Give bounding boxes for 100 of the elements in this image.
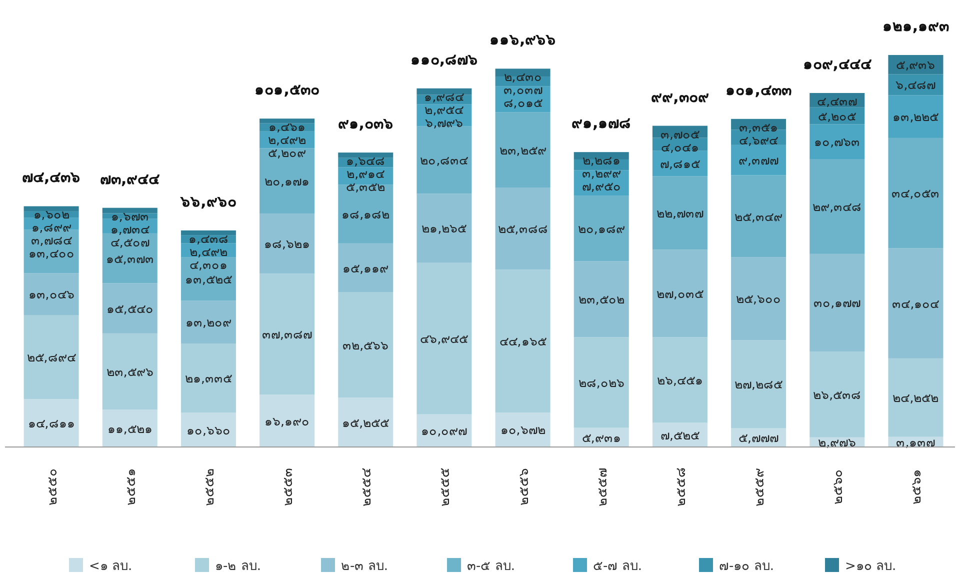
total-label: ๙๑,๑๗๘ xyxy=(572,114,632,132)
bar xyxy=(260,394,315,447)
data-label: ๒๗,๐๓๕ xyxy=(656,286,704,301)
total-label: ๗๔,๔๓๖ xyxy=(22,168,81,186)
total-label: ๗๓,๙๔๔ xyxy=(100,170,161,188)
data-label: ๒๓,๕๙๖ xyxy=(106,364,154,380)
bar xyxy=(810,254,865,352)
bar xyxy=(731,144,786,176)
data-label: ๗,๘๑๕ xyxy=(660,156,700,171)
total-label: ๑๑๖,๙๖๖ xyxy=(489,30,556,49)
bar xyxy=(102,208,158,214)
x-tick-label: ๒๕๕๕ xyxy=(438,468,454,506)
data-label: ๙,๓๗๗ xyxy=(738,152,779,168)
data-label: ๒๐,๑๗๑ xyxy=(264,173,310,188)
legend-label: ๕-๗ ลบ. xyxy=(593,559,642,574)
data-label: ๑๘,๖๒๑ xyxy=(264,236,310,252)
data-label: ๓,๓๕๑ xyxy=(739,119,778,134)
legend-label: ๒-๓ ลบ. xyxy=(341,559,388,574)
bar xyxy=(24,315,79,400)
data-label: ๒๘,๐๒๖ xyxy=(578,374,624,390)
data-label: ๔,๕๐๗ xyxy=(110,234,150,250)
data-label: ๑๓,๔๐๐ xyxy=(28,246,74,261)
total-label: ๑๐๑,๔๓๓ xyxy=(726,80,792,99)
bar xyxy=(731,257,786,340)
bar xyxy=(180,412,236,447)
data-label: ๘,๐๑๕ xyxy=(503,95,542,110)
bar xyxy=(24,399,79,447)
data-label: ๓๐,๑๗๗ xyxy=(814,295,861,310)
data-label: ๒,๔๙๒ xyxy=(189,244,228,259)
bar xyxy=(731,340,786,428)
data-label: ๓,๐๓๗ xyxy=(503,82,542,98)
bar xyxy=(260,148,315,214)
total-label: ๙๑,๐๓๖ xyxy=(338,114,394,133)
data-label: ๒๙,๓๔๘ xyxy=(812,198,862,214)
data-label: ๒๐,๘๓๔ xyxy=(420,152,468,168)
data-label: ๒๕,๘๙๔ xyxy=(26,350,76,365)
data-label: ๑,๖๐๒ xyxy=(33,206,70,222)
legend-label: <๑ ลบ. xyxy=(89,559,132,574)
data-label: ๑๐,๖๗๒ xyxy=(500,422,546,438)
data-label: ๒,๙๗๖ xyxy=(818,434,856,450)
total-label: ๖๖,๙๖๐ xyxy=(180,192,236,210)
bar xyxy=(180,344,236,413)
data-label: ๒,๔๓๐ xyxy=(504,69,542,84)
bar xyxy=(810,159,865,254)
data-label: ๔๔,๑๖๕ xyxy=(499,334,546,349)
x-tick-label: ๒๕๕๓ xyxy=(281,468,296,506)
data-label: ๒,๙๑๔ xyxy=(346,166,385,182)
data-label: ๗,๙๕๐ xyxy=(582,178,621,194)
data-label: ๑๕,๓๗๓ xyxy=(106,250,154,266)
bar xyxy=(102,283,158,334)
data-label: ๓,๑๓๗ xyxy=(896,434,936,450)
bar xyxy=(574,196,629,262)
bar xyxy=(495,412,550,447)
data-label: ๒๓,๒๕๙ xyxy=(499,142,546,158)
x-tick-label: ๒๕๖๑ xyxy=(910,470,925,504)
data-label: ๒๖,๔๕๑ xyxy=(656,372,703,388)
bar xyxy=(574,337,629,428)
data-label: ๕,๒๐๕ xyxy=(818,108,856,124)
bar xyxy=(495,112,550,188)
data-label: ๑๐,๗๖๓ xyxy=(814,134,860,150)
data-label: ๗,๕๒๕ xyxy=(660,427,700,442)
data-label: ๑,๔๖๑ xyxy=(268,119,306,134)
bar xyxy=(810,352,865,438)
data-label: ๖,๗๙๖ xyxy=(425,114,464,130)
data-label: ๒๑,๒๖๕ xyxy=(422,220,467,236)
bar xyxy=(180,230,236,236)
total-label: ๑๑๐,๘๗๖ xyxy=(410,50,478,68)
total-label: ๙๙,๓๐๙ xyxy=(651,88,709,106)
bar xyxy=(24,206,79,212)
x-tick-label: ๒๕๕๐ xyxy=(45,468,60,506)
x-tick-label: ๒๕๕๖ xyxy=(516,468,532,506)
legend-label: ๗-๑๐ ลบ. xyxy=(719,559,774,574)
data-label: ๒๓,๕๐๒ xyxy=(578,292,624,307)
legend-label: >๑๐ ลบ. xyxy=(845,559,896,574)
bar xyxy=(24,273,79,316)
data-label: ๒๕,๖๐๐ xyxy=(736,291,782,306)
x-tick-label: ๒๕๖๐ xyxy=(831,470,846,504)
data-label: ๒๒,๗๓๗ xyxy=(656,205,704,220)
x-tick-label: ๒๕๕๑ xyxy=(124,468,139,506)
bar xyxy=(888,248,944,358)
data-label: ๓,๗๘๔ xyxy=(30,232,72,248)
bar xyxy=(260,118,315,124)
data-label: ๑๓,๕๒๕ xyxy=(184,271,232,286)
data-label: ๑๓,๐๔๖ xyxy=(28,286,74,302)
bar xyxy=(574,261,629,338)
data-label: ๓๒,๕๖๖ xyxy=(342,337,389,352)
data-label: ๔๖,๙๔๕ xyxy=(420,330,468,346)
bar xyxy=(338,184,394,244)
data-label: ๑๓,๒๐๙ xyxy=(185,314,232,330)
data-label: ๔,๔๓๗ xyxy=(817,94,858,109)
data-label: ๑,๖๗๓ xyxy=(110,208,149,224)
data-label: ๑๖,๑๙๐ xyxy=(264,413,310,428)
bar xyxy=(652,250,708,338)
data-label: ๑,๘๙๙ xyxy=(31,220,72,235)
bar xyxy=(652,176,708,250)
data-label: ๓๔,๑๐๔ xyxy=(892,296,940,311)
legend-label: ๓-๕ ลบ. xyxy=(467,559,515,574)
bar xyxy=(338,398,394,447)
bar xyxy=(810,124,865,160)
data-label: ๑,๔๓๘ xyxy=(188,230,228,246)
